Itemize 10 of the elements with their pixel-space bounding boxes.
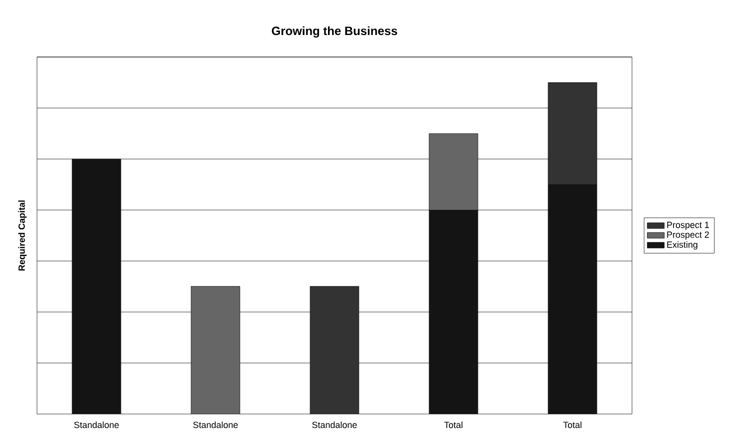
x-tick-label: Standalone: [312, 422, 357, 428]
legend-label: Prospect 1: [667, 222, 709, 230]
x-tick-label: Total: [563, 422, 582, 428]
x-tick-label: Standalone: [74, 422, 119, 428]
x-tick-label: Total: [444, 422, 462, 428]
y-axis-title: Required Capital: [18, 200, 27, 271]
x-tick-label: Standalone: [193, 422, 238, 428]
legend-label: Existing: [667, 241, 698, 250]
legend-label: Prospect 2: [667, 231, 709, 240]
chart-title: Growing the Business: [272, 26, 398, 38]
